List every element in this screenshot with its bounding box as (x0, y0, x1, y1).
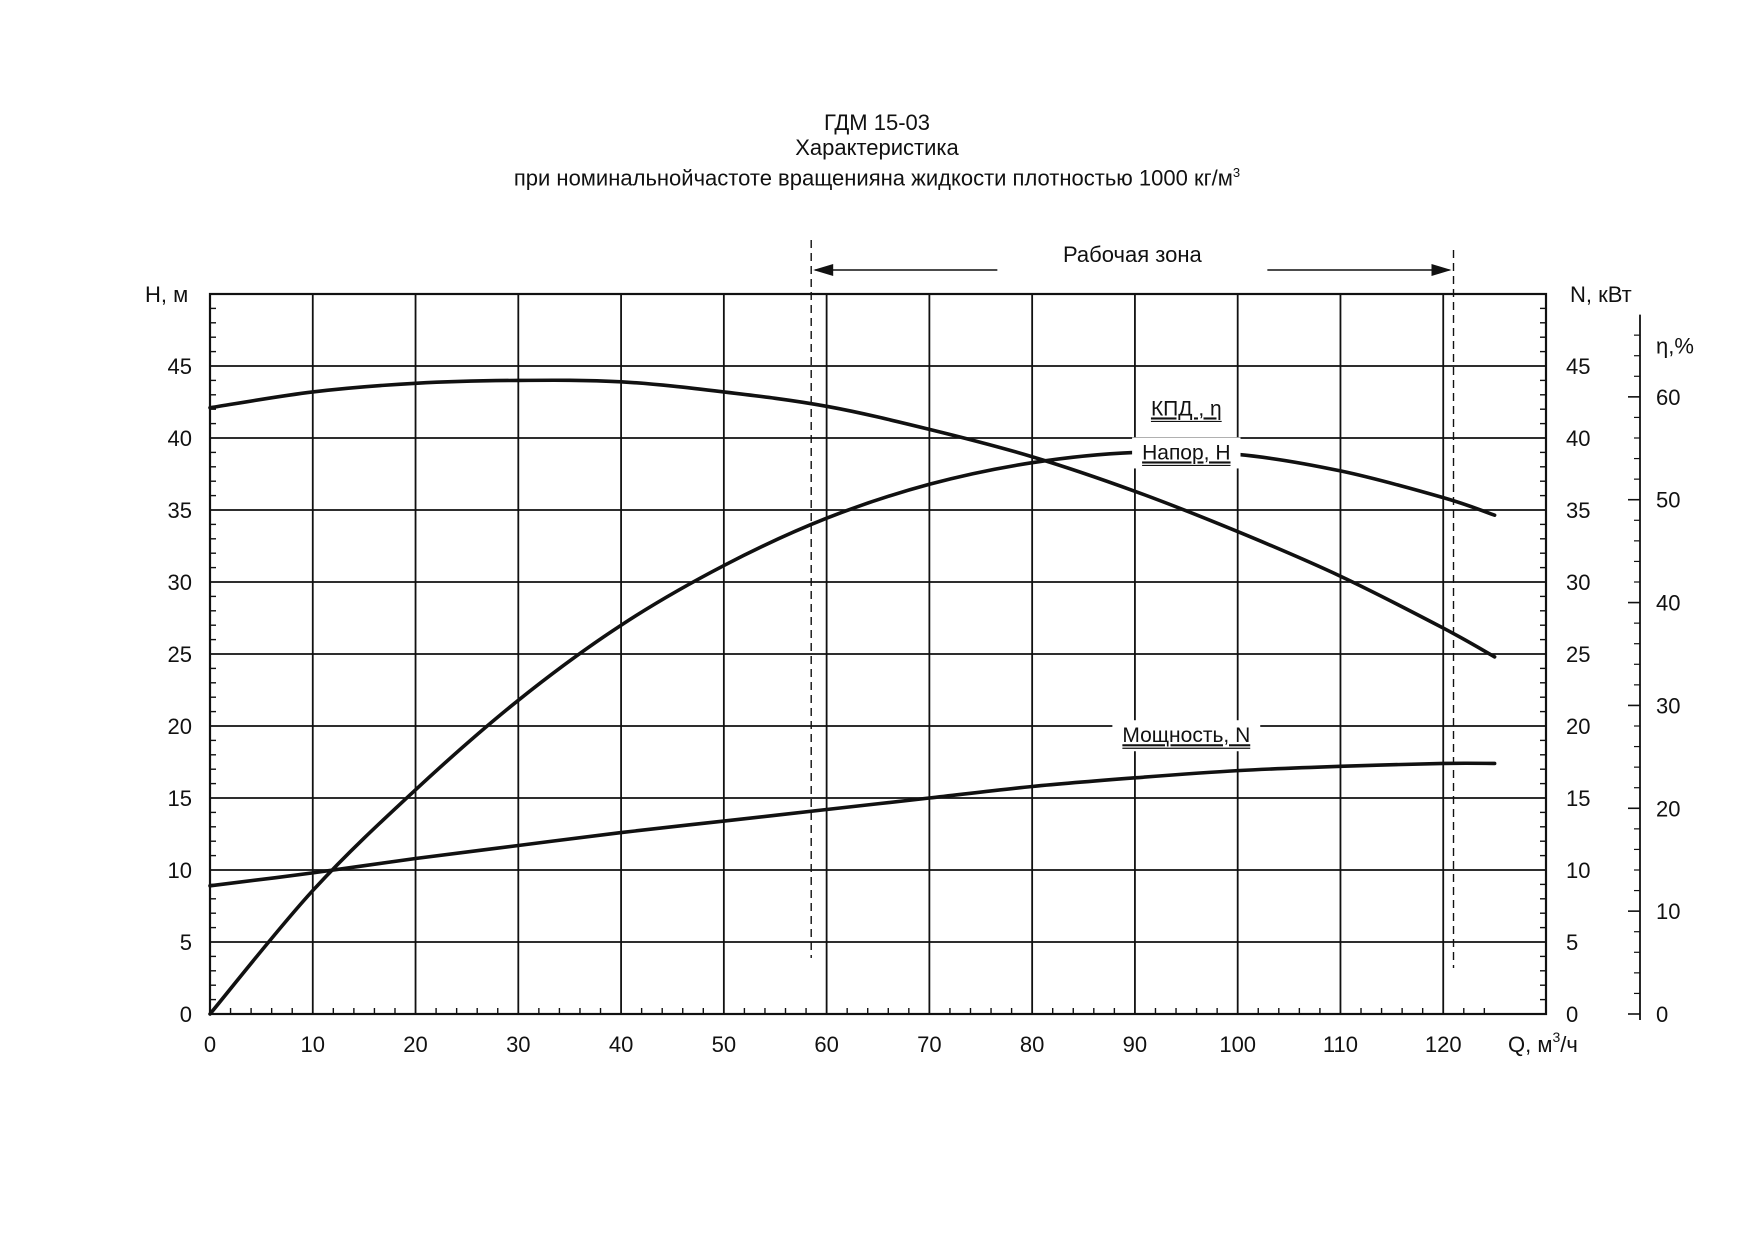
y-left-tick-label: 45 (168, 354, 192, 379)
x-tick-label: 30 (506, 1032, 530, 1057)
chart-conditions: при номинальнойчастоте вращенияна жидкос… (0, 160, 1754, 191)
head-curve (208, 378, 1497, 659)
plot-frame (208, 292, 1548, 1016)
y-left-tick-label: 25 (168, 642, 192, 667)
x-tick-label: 40 (609, 1032, 633, 1057)
y-right-tick-label: 0 (1566, 1002, 1578, 1027)
x-tick-label: 20 (403, 1032, 427, 1057)
head-label: Напор, H (1142, 441, 1230, 464)
x-tick-label: 0 (204, 1032, 216, 1057)
x-tick-label: 90 (1123, 1032, 1147, 1057)
x-tick-label: 80 (1020, 1032, 1044, 1057)
y-left-tick-label: 20 (168, 714, 192, 739)
y-right-tick-label: 45 (1566, 354, 1590, 379)
y-right-tick-label: 10 (1566, 858, 1590, 883)
working-zone-arrowhead-right (1431, 264, 1452, 276)
x-tick-label: 100 (1219, 1032, 1256, 1057)
y-right-tick-label: 25 (1566, 642, 1590, 667)
y-left-tick-label: 0 (180, 1002, 192, 1027)
y-left-tick-label: 15 (168, 786, 192, 811)
y-right-tick-label: 30 (1566, 570, 1590, 595)
efficiency-curve (208, 449, 1497, 1016)
efficiency-label: КПД , η (1151, 397, 1222, 420)
chart-subtitle-text: Характеристика (795, 135, 959, 160)
y-right-tick-label: 40 (1566, 426, 1590, 451)
eta-tick-label: 60 (1656, 385, 1680, 410)
eta-tick-label: 50 (1656, 488, 1680, 513)
grid (210, 294, 1546, 1014)
working-zone-label: Рабочая зона (1063, 242, 1202, 267)
x-tick-label: 120 (1425, 1032, 1462, 1057)
series-curves (208, 378, 1497, 1016)
y-left-tick-label: 10 (168, 858, 192, 883)
x-tick-label: 70 (917, 1032, 941, 1057)
eta-axis-title: η,% (1656, 333, 1694, 358)
x-tick-label: 50 (712, 1032, 736, 1057)
power-label-background (1112, 720, 1261, 752)
y-right-tick-label: 35 (1566, 498, 1590, 523)
y-left-tick-label: 5 (180, 930, 192, 955)
eta-tick-label: 40 (1656, 591, 1680, 616)
head-label-background (1132, 437, 1241, 469)
y-left-tick-label: 40 (168, 426, 192, 451)
chart-title: ГДМ 15-03 (0, 110, 1754, 136)
eta-tick-label: 0 (1656, 1002, 1668, 1027)
y-left-tick-label: 35 (168, 498, 192, 523)
y-right-axis-title: N, кВт (1570, 282, 1632, 307)
x-tick-label: 10 (301, 1032, 325, 1057)
working-zone: Рабочая зона (810, 240, 1455, 968)
chart-title-text: ГДМ 15-03 (823, 110, 931, 135)
x-tick-label: 60 (814, 1032, 838, 1057)
chart-conditions-sup: 3 (1232, 165, 1241, 180)
axes: 0 10 20 30 40 50 60 70 80 90 100 110 120051015202530… (145, 282, 1694, 1057)
series-labels: Напор, H КПД , η Мощность, N (1112, 393, 1261, 752)
y-left-tick-label: 30 (168, 570, 192, 595)
y-right-tick-label: 5 (1566, 930, 1578, 955)
chart-conditions-text: при номинальнойчастоте вращенияна жидкос… (513, 165, 1233, 191)
eta-tick-label: 30 (1656, 693, 1680, 718)
efficiency-label-background (1140, 393, 1232, 425)
y-left-axis-title: H, м (145, 282, 188, 307)
eta-tick-label: 10 (1656, 899, 1680, 924)
y-right-tick-label: 15 (1566, 786, 1590, 811)
y-right-tick-label: 20 (1566, 714, 1590, 739)
x-axis-title: Q, м3/ч (1508, 1029, 1578, 1057)
power-curve (208, 761, 1497, 888)
power-label: Мощность, N (1122, 724, 1250, 747)
eta-tick-label: 20 (1656, 796, 1680, 821)
x-tick-label: 110 (1323, 1032, 1358, 1057)
working-zone-arrowhead-left (813, 264, 834, 276)
chart-subtitle: Характеристика (0, 135, 1754, 161)
